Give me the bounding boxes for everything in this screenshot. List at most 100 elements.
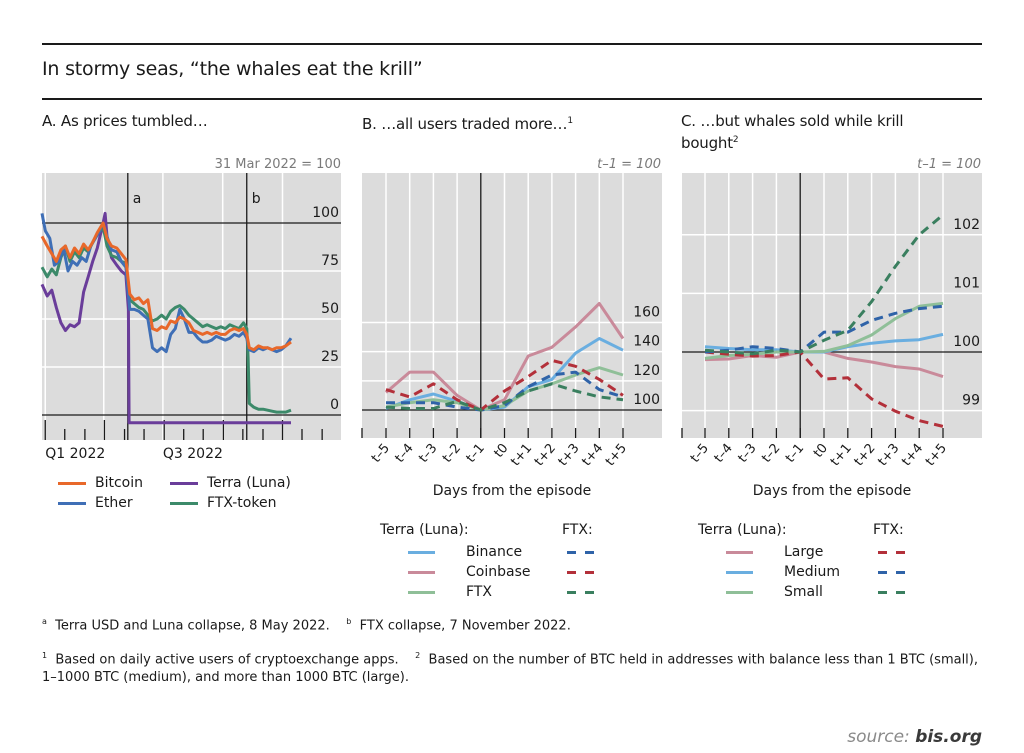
panel-b-ytick-label: 120	[633, 363, 660, 379]
footnote-notes: 1 Based on daily active users of cryptoe…	[42, 647, 992, 687]
panel-b-xtick-label: t–4	[392, 441, 416, 466]
page-title: In stormy seas, “the whales eat the kril…	[42, 58, 423, 80]
source-link[interactable]: bis.org	[915, 727, 982, 747]
panel-a-xtick-label: Q1 2022	[45, 446, 105, 462]
panel-a-event-label: a	[133, 191, 142, 207]
legend-label-ftx-token: FTX-token	[207, 495, 277, 511]
legend-c-item-large: Large	[698, 542, 978, 562]
panel-a-series-terra-luna-	[40, 211, 291, 425]
panel-c-series-ftx-small	[704, 213, 944, 356]
footnote-ref-1: 1	[567, 116, 573, 126]
legend-b-dashed-swatch	[567, 571, 594, 574]
legend-b-label: Binance	[466, 544, 523, 560]
footnote-1-text: Based on daily active users of cryptoexc…	[55, 652, 399, 668]
panel-a-chart: 0 25 50 75 100 a b Q1 2022 Q3 2022	[40, 173, 341, 462]
legend-label-terra: Terra (Luna)	[207, 475, 291, 491]
panel-a-unit: 31 Mar 2022 = 100	[214, 157, 341, 172]
panel-b-title-text: B. …all users traded more…	[362, 115, 568, 133]
legend-b-solid-swatch	[408, 571, 435, 574]
legend-c-solid-swatch	[726, 591, 753, 594]
panel-b-xtick-label: t+4	[579, 441, 606, 469]
panel-c-xtick-label: t–4	[712, 441, 736, 466]
panel-c-title-line1: C. …but whales sold while krill	[681, 112, 904, 130]
legend-c: Terra (Luna): FTX: Large Medium Small	[698, 520, 978, 605]
panel-b-ytick-label: 100	[633, 392, 660, 408]
legend-swatch-ether	[58, 502, 86, 505]
footnote-events: a Terra USD and Luna collapse, 8 May 202…	[42, 613, 992, 635]
panel-c-series-terra-luna-small	[704, 301, 944, 360]
legend-c-label: Large	[784, 544, 824, 560]
legend-b-solid-header: Terra (Luna):	[380, 522, 469, 538]
panel-b-xtick-label: t+1	[508, 441, 535, 469]
legend-b-dashed-swatch	[567, 551, 594, 554]
legend-b-dashed-header: FTX:	[562, 522, 593, 538]
legend-c-solid-header: Terra (Luna):	[698, 522, 787, 538]
panel-b-xtick-label: t–2	[440, 441, 464, 466]
footnote-b-text: FTX collapse, 7 November 2022.	[359, 618, 571, 634]
legend-item-terra: Terra (Luna)	[170, 473, 350, 493]
source-prefix: source:	[847, 727, 910, 747]
panel-a-ytick-label: 75	[321, 253, 339, 269]
panel-c-unit: t–1 = 100	[917, 157, 981, 172]
legend-label-ether: Ether	[95, 495, 133, 511]
legend-swatch-ftx-token	[170, 502, 198, 505]
legend-c-dashed-swatch	[878, 571, 905, 574]
legend-item-ftx-token: FTX-token	[170, 493, 350, 513]
legend-c-dashed-header: FTX:	[873, 522, 904, 538]
panel-a-xtick-label: Q3 2022	[163, 446, 223, 462]
panel-c-xtick-label: t–5	[688, 441, 712, 466]
panel-c-series-ftx-medium	[704, 304, 944, 354]
legend-b-solid-swatch	[408, 551, 435, 554]
legend-label-bitcoin: Bitcoin	[95, 475, 144, 491]
panel-c-xtick-label: t+2	[852, 441, 879, 469]
panel-b-xtick-label: t–1	[464, 441, 488, 466]
panel-b-title: B. …all users traded more…1	[362, 112, 573, 134]
panel-a-series-ftx-token	[40, 225, 292, 414]
panel-c-xtick-label: t+3	[875, 441, 902, 469]
footnote-ref-2: 2	[732, 135, 739, 145]
panel-c-title-line2: bought	[681, 134, 733, 152]
footnote-a-text: Terra USD and Luna collapse, 8 May 2022.	[55, 618, 330, 634]
panel-c-xtick-label: t+5	[923, 441, 950, 469]
panel-b-xlabel: Days from the episode	[432, 483, 592, 499]
panel-a-ytick-label: 0	[330, 397, 339, 413]
panel-a-plot-bg	[42, 173, 341, 440]
legend-item-bitcoin: Bitcoin	[58, 473, 198, 493]
panel-a-ytick-label: 25	[321, 349, 339, 365]
panel-b-series-ftx-coinbase	[385, 358, 624, 412]
legend-c-item-small: Small	[698, 582, 978, 602]
panel-b-series-ftx-ftx	[385, 382, 624, 412]
panel-b-series-terra-luna-ftx	[385, 366, 624, 412]
panel-b-xtick-label: t–3	[416, 441, 440, 466]
footnote-2-mark: 2	[415, 651, 421, 660]
panel-b-series-terra-luna-coinbase	[385, 302, 625, 412]
panel-c-ytick-label: 100	[953, 334, 980, 350]
legend-c-solid-swatch	[726, 571, 753, 574]
panel-c-ytick-label: 102	[953, 217, 980, 233]
legend-b-item-coinbase: Coinbase	[380, 562, 660, 582]
panel-b-unit: t–1 = 100	[597, 157, 661, 172]
legend-c-label: Small	[784, 584, 823, 600]
panel-c-ytick-label: 99	[962, 393, 980, 409]
panel-b-xtick-label: t+5	[603, 441, 630, 469]
panel-c-xtick-label: t–1	[783, 441, 807, 466]
legend-b-dashed-swatch	[567, 591, 594, 594]
panel-a-ytick-label: 50	[321, 301, 339, 317]
panel-b-xtick-label: t+3	[556, 441, 583, 469]
legend-b-solid-swatch	[408, 591, 435, 594]
footnote-b-mark: b	[346, 617, 352, 626]
legend-c-dashed-swatch	[878, 591, 905, 594]
panel-a-event-label: b	[252, 191, 261, 207]
panel-b-ytick-label: 160	[633, 305, 660, 321]
legend-b-item-ftx: FTX	[380, 582, 660, 602]
footnote-1-mark: 1	[42, 651, 48, 660]
legend-b-label: Coinbase	[466, 564, 531, 580]
panel-c-xtick-label: t–2	[759, 441, 783, 466]
panel-c-xlabel: Days from the episode	[752, 483, 912, 499]
source-credit: source: bis.org	[847, 727, 982, 747]
panel-c-xtick-label: t+1	[828, 441, 855, 469]
legend-item-ether: Ether	[58, 493, 198, 513]
